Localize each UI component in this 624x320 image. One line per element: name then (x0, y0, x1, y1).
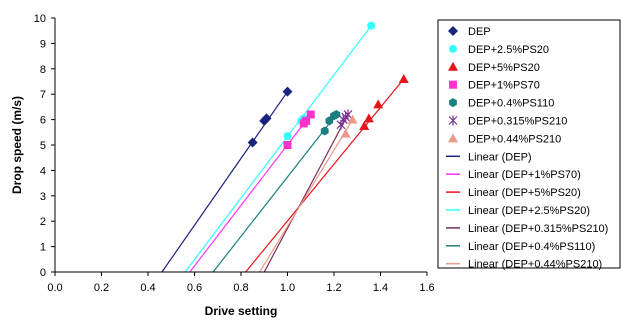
data-point (283, 132, 292, 141)
legend-box (437, 19, 621, 269)
x-tick-label: 1.2 (326, 282, 341, 294)
y-tick-label: 0 (40, 267, 46, 279)
legend-label: DEP+0.315%PS210 (468, 116, 567, 128)
legend-label: Linear (DEP+0.315%PS210) (468, 223, 608, 235)
y-tick-label: 6 (40, 115, 46, 127)
legend-marker (448, 61, 458, 71)
legend-label: DEP (468, 26, 491, 38)
legend-label: Linear (DEP+1%PS70) (468, 169, 581, 181)
data-point (373, 99, 384, 109)
x-tick-label: 1.0 (280, 282, 295, 294)
data-point (398, 73, 409, 83)
data-point (340, 128, 351, 138)
y-axis-title: Drop speed (m/s) (10, 96, 24, 194)
legend-label: Linear (DEP+2.5%PS20) (468, 205, 590, 217)
legend-label: Linear (DEP+0.44%PS210) (468, 259, 602, 271)
data-point (306, 110, 315, 119)
x-tick-label: 0.8 (233, 282, 248, 294)
x-tick-label: 0.6 (187, 282, 202, 294)
data-point (367, 21, 376, 30)
trendline (212, 114, 337, 273)
x-tick-label: 1.4 (373, 282, 388, 294)
data-point (247, 137, 258, 148)
trendline (189, 114, 312, 273)
y-tick-label: 2 (40, 216, 46, 228)
trendlines (161, 25, 405, 273)
legend-label: Linear (DEP) (468, 151, 532, 163)
x-tick-label: 0.4 (140, 282, 155, 294)
y-tick-label: 4 (40, 165, 46, 177)
legend-marker (449, 44, 457, 53)
plot-area: 0.0 0.2 0.4 0.6 0.8 1.0 1.2 1.4 1.6 0 1 2 3 4 5 6 7 8 9 10 (34, 13, 435, 294)
y-tick-label: 7 (40, 89, 46, 101)
y-tick-label: 5 (40, 140, 46, 152)
data-point (261, 113, 272, 124)
legend-marker (448, 133, 458, 143)
trendline (184, 25, 372, 273)
y-tick-label: 9 (40, 38, 46, 50)
trendline (245, 78, 405, 273)
y-tick-label: 10 (34, 13, 46, 25)
legend-marker (449, 80, 457, 89)
legend-label: DEP+5%PS20 (468, 62, 540, 74)
data-point (347, 114, 358, 124)
legend: DEP DEP+2.5%PS20 DEP+5%PS20 DEP+1%PS70 DEP+0… (437, 19, 621, 271)
trendline (259, 119, 354, 273)
y-tick-label: 8 (40, 64, 46, 76)
data-point (283, 141, 292, 149)
x-tick-label: 0.0 (47, 282, 62, 294)
legend-label: DEP+0.4%PS110 (468, 98, 554, 110)
legend-marker (449, 98, 457, 108)
data-point (320, 126, 329, 136)
data-point (282, 86, 293, 97)
legend-label: Linear (DEP+5%PS20) (468, 187, 581, 199)
data-markers (247, 21, 409, 149)
data-point (359, 120, 370, 130)
data-point (363, 113, 374, 123)
legend-entries: DEP DEP+2.5%PS20 DEP+5%PS20 DEP+1%PS70 DEP+0… (446, 26, 608, 271)
legend-marker (448, 26, 458, 36)
y-tick-label: 3 (40, 191, 46, 203)
legend-marker (448, 115, 458, 126)
legend-label: Linear (DEP+0.4%PS110) (468, 241, 595, 253)
y-tick-label: 1 (40, 242, 46, 254)
y-axis-ticks: 0 1 2 3 4 5 6 7 8 9 10 (34, 13, 55, 279)
x-tick-label: 0.2 (94, 282, 109, 294)
x-axis-ticks: 0.0 0.2 0.4 0.6 0.8 1.0 1.2 1.4 1.6 (47, 272, 435, 294)
legend-label: DEP+2.5%PS20 (468, 44, 549, 56)
x-tick-label: 1.6 (419, 282, 434, 294)
legend-label: DEP+1%PS70 (468, 80, 540, 92)
trendline (263, 114, 349, 273)
data-point (343, 109, 353, 120)
data-point (332, 110, 341, 119)
data-point (302, 116, 311, 125)
legend-label: DEP+0.44%PS210 (468, 133, 561, 145)
x-axis-title: Drive setting (205, 304, 278, 318)
